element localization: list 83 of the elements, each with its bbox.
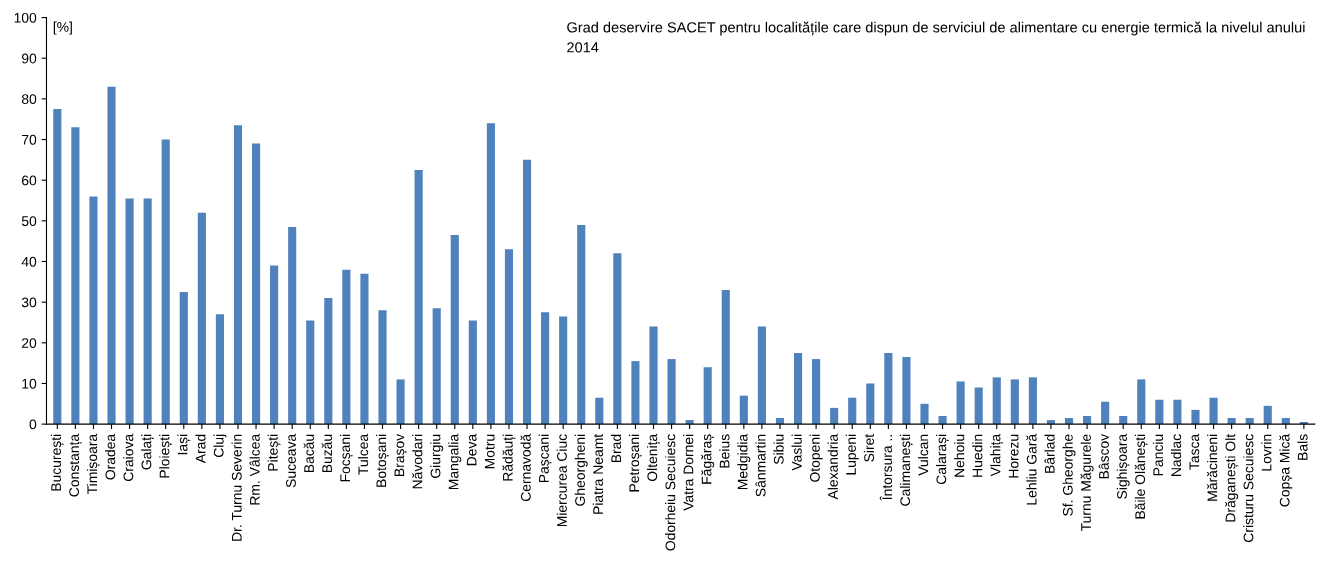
- x-tick-label: Giurgiu: [430, 434, 444, 478]
- x-tick-label: Petroșani: [628, 434, 642, 492]
- y-tick-label: 30: [21, 297, 37, 308]
- x-tick-label: Pașcani: [538, 434, 552, 483]
- x-tick-label: Iași: [177, 434, 191, 455]
- text: Grad deservire SACET pentru localitățile care dispun de serviciul de alimentare cu energie termică la nivelul anului 2014: [567, 21, 1305, 53]
- x-tick-label: Vatra Dornei: [683, 434, 694, 511]
- x-tick-label: Botoșani: [376, 434, 390, 487]
- y-tick-label: 20: [22, 338, 37, 348]
- x-tick-label: Ploiești: [159, 434, 173, 478]
- x-tick-label: Huedin: [972, 434, 983, 477]
- x-tick-label: București: [50, 434, 64, 491]
- x-tick-label: Sibiu: [773, 434, 784, 465]
- x-tick-label: Tulcea: [357, 433, 369, 475]
- x-tick-label: Calarași: [936, 434, 950, 485]
- x-tick-label: Vlahița: [990, 433, 1004, 477]
- x-tick-label: Constanța: [69, 433, 82, 497]
- x-tick-label: Siret: [863, 433, 875, 462]
- x-tick-label: Năvodari: [411, 434, 423, 489]
- x-tick-label: Dr. Turnu Severin: [231, 434, 242, 541]
- x-tick-label: Băile Olănești: [1134, 434, 1148, 519]
- x-tick-label: Nehoiu: [954, 434, 965, 477]
- x-tick-label: Miercurea Ciuc: [556, 434, 567, 527]
- x-tick-label: Oradea: [105, 433, 116, 480]
- x-tick-label: Suceava: [286, 433, 296, 488]
- x-tick-label: Drăganești Olt: [1225, 433, 1239, 522]
- x-tick-label: Bârlad: [1044, 434, 1055, 473]
- x-tick-label: Mangalia: [448, 433, 462, 490]
- x-tick-label: Galați: [141, 434, 155, 470]
- x-tick-label: Cristuru Secuiesc: [1243, 434, 1254, 542]
- x-tick-label: Focșani: [339, 434, 353, 482]
- x-tick-label: Rădăuți: [502, 434, 516, 481]
- x-tick-label: Cernavodă: [520, 433, 531, 502]
- x-tick-label: Odorheiu Secuiesc: [665, 434, 676, 551]
- x-tick-label: Horezu: [1008, 434, 1019, 478]
- y-tick-label: 70: [22, 134, 37, 145]
- x-tick-label: Rm. Vâlcea: [249, 433, 260, 505]
- x-tick-label: Brad: [610, 434, 622, 463]
- x-tick-label: Buzău: [321, 434, 333, 473]
- x-tick-label: Vulcan: [918, 434, 929, 476]
- y-tick-label: 80: [21, 94, 37, 105]
- x-tick-label: Lupeni: [845, 434, 859, 475]
- y-tick-label: 40: [21, 256, 37, 267]
- x-tick-label: Piatra Neamt: [592, 433, 604, 514]
- x-tick-label: Sighișoara: [1116, 433, 1130, 499]
- x-tick-label: Sf. Gheorghe: [1062, 434, 1076, 516]
- x-tick-label: Vaslui: [791, 434, 802, 471]
- y-tick-label: 50: [21, 216, 37, 227]
- x-tick-label: Calimanești: [899, 434, 913, 506]
- x-tick-label: Medgidia: [737, 433, 751, 490]
- y-tick-label: 10: [22, 378, 37, 389]
- x-tick-label: Lehliu Gară: [1026, 433, 1037, 505]
- x-tick-label: Cluj: [213, 434, 227, 458]
- x-tick-label: Bals: [1297, 434, 1308, 460]
- x-tick-label: Copșa Mică: [1279, 433, 1293, 507]
- y-axis-title: [%]: [53, 21, 72, 35]
- x-tick-label: Sânmartin: [755, 434, 766, 497]
- x-tick-label: Timișoara: [86, 433, 100, 494]
- x-tick-label: Brașov: [394, 433, 408, 476]
- x-tick-label: Lovrin: [1261, 434, 1272, 471]
- x-tick-label: Bacău: [303, 434, 314, 473]
- y-tick-label: 100: [14, 12, 37, 23]
- x-tick-label: Nadlac: [1170, 434, 1182, 476]
- x-tick-label: Tasca: [1189, 433, 1200, 470]
- x-tick-label: Craiova: [123, 433, 134, 481]
- y-tick-label: 0: [29, 419, 37, 430]
- x-tick-label: Deva: [466, 433, 477, 466]
- y-tick-label: 60: [22, 175, 37, 186]
- x-tick-label: Motru: [484, 434, 495, 469]
- x-tick-label: Otopeni: [809, 434, 823, 482]
- x-tick-label: Oltenița: [647, 433, 660, 482]
- x-tick-label: Întorsura ..: [879, 435, 893, 501]
- x-tick-label: Alexandria: [827, 433, 838, 500]
- x-tick-label: Arad: [195, 434, 206, 464]
- x-tick-label: Bâscov: [1098, 433, 1109, 479]
- x-tick-label: Beius: [719, 434, 730, 468]
- y-tick-label: 90: [21, 53, 37, 64]
- x-tick-label: Mărăcineni: [1206, 434, 1218, 501]
- x-tick-label: Panciu: [1152, 434, 1164, 476]
- x-tick-label: Pitești: [267, 434, 281, 471]
- x-tick-label: Făgăraș: [701, 434, 715, 484]
- x-tick-label: Turnu Măgurele: [1080, 434, 1094, 532]
- x-tick-label: Gheorgheni: [574, 434, 588, 506]
